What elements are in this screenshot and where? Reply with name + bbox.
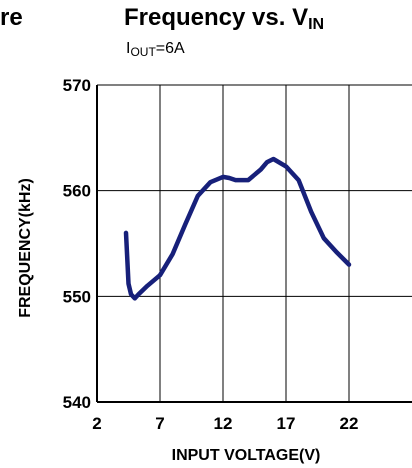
chart-subtitle-main: I bbox=[126, 40, 131, 57]
y-tick-label: 540 bbox=[63, 393, 91, 412]
x-tick-labels: 2 7 12 17 22 bbox=[92, 414, 358, 433]
chart-subtitle: IOUT=6A bbox=[126, 40, 185, 59]
y-tick-label: 570 bbox=[63, 76, 91, 95]
x-tick-label: 22 bbox=[340, 414, 359, 433]
y-tick-label: 550 bbox=[63, 287, 91, 306]
x-tick-label: 7 bbox=[155, 414, 164, 433]
y-tick-labels: 570 560 550 540 bbox=[63, 76, 91, 412]
frequency-series-line bbox=[123, 156, 352, 301]
chart-title-main: Frequency vs. V bbox=[124, 4, 309, 31]
chart-title-subscript: IN bbox=[308, 16, 325, 33]
x-tick-label: 17 bbox=[277, 414, 296, 433]
cut-off-title: re bbox=[0, 4, 23, 31]
y-axis-label: FREQUENCY(kHz) bbox=[17, 178, 34, 318]
chart-subtitle-subscript: OUT bbox=[130, 45, 156, 59]
x-tick-label: 12 bbox=[214, 414, 233, 433]
x-tick-label: 2 bbox=[92, 414, 101, 433]
chart-subtitle-rest: =6A bbox=[155, 40, 185, 57]
chart-grid bbox=[96, 84, 412, 403]
chart-title: Frequency vs. VIN bbox=[124, 4, 324, 34]
y-tick-label: 560 bbox=[63, 182, 91, 201]
x-axis-label: INPUT VOLTAGE(V) bbox=[172, 447, 321, 464]
